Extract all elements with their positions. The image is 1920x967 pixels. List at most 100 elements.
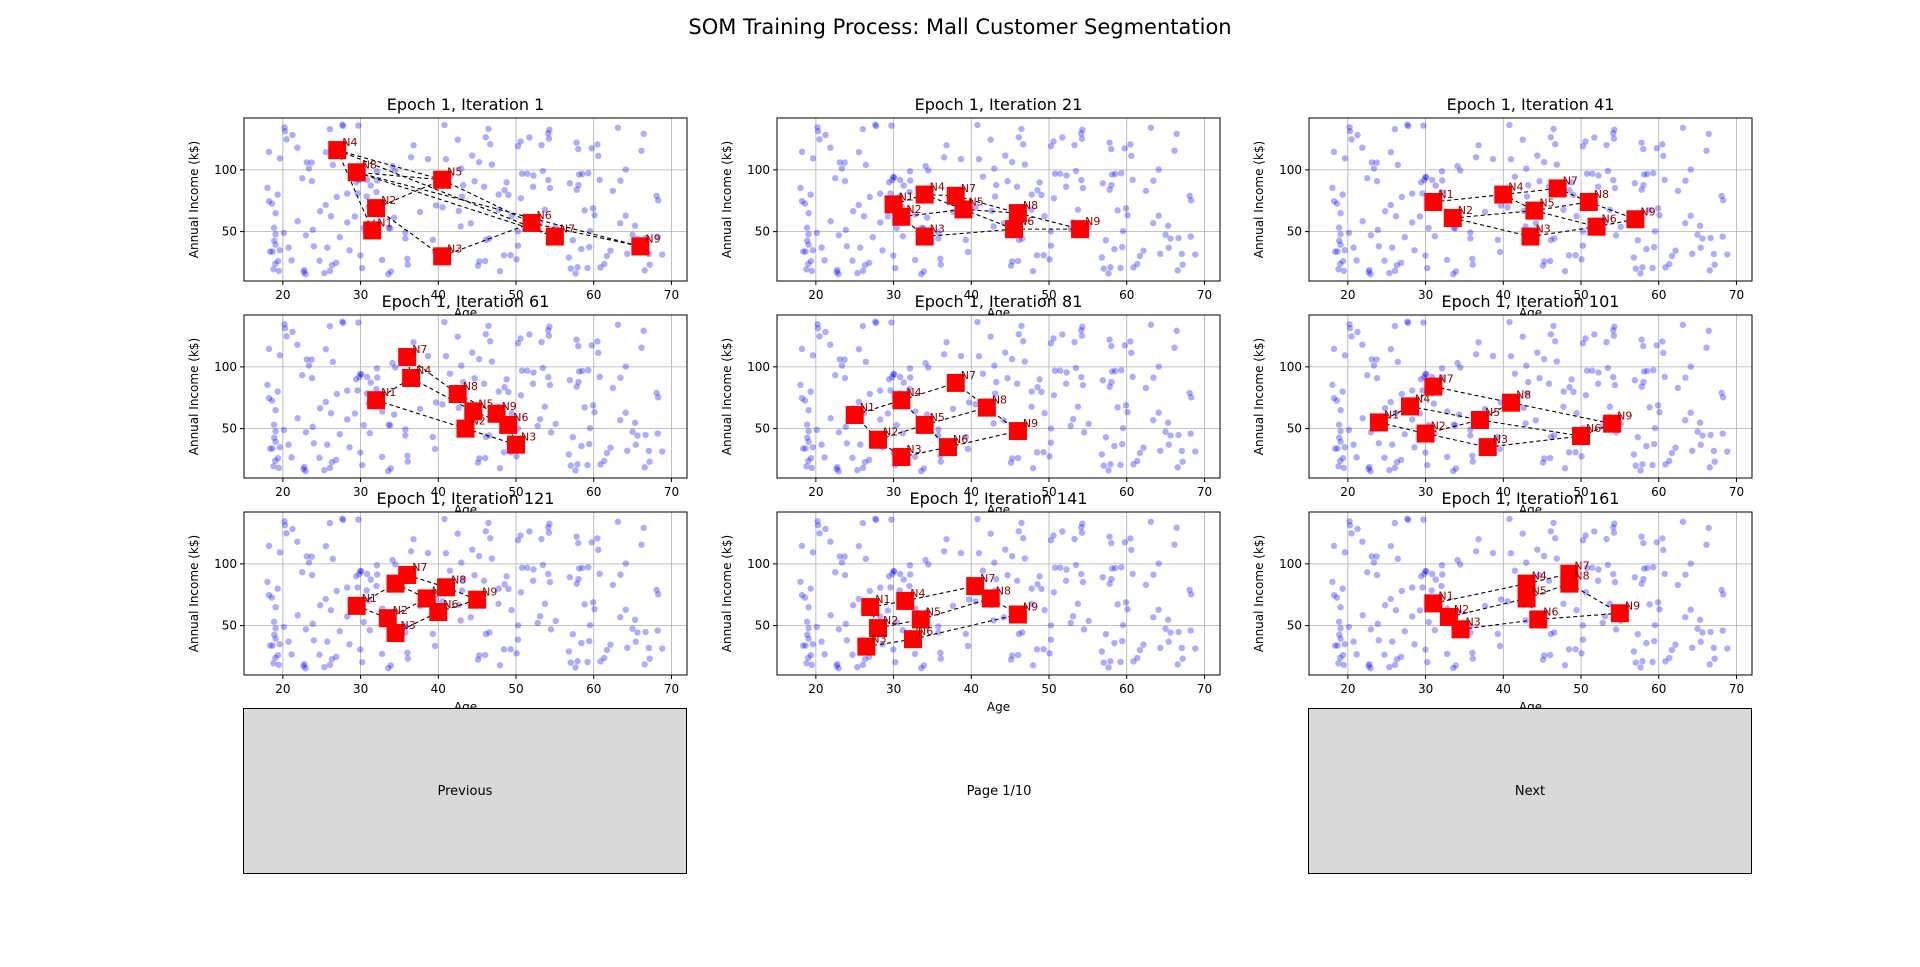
neuron-marker — [398, 565, 417, 584]
page-indicator-label: Page 1/10 — [966, 783, 1032, 799]
customer-point — [808, 267, 816, 275]
customer-point — [1018, 125, 1025, 133]
neuron-label: N4 — [416, 364, 431, 377]
customer-point — [975, 353, 983, 360]
y-tick-label: 50 — [222, 422, 237, 436]
x-tick-label: 40 — [1496, 485, 1511, 499]
customer-point — [885, 376, 893, 383]
x-tick-label: 60 — [1651, 485, 1666, 499]
customer-point — [1386, 269, 1393, 277]
customer-point — [1603, 338, 1610, 346]
customer-point — [801, 200, 809, 207]
customer-point — [1481, 208, 1489, 216]
customer-point — [1547, 134, 1554, 141]
customer-point — [1534, 152, 1541, 159]
y-axis-label: Annual Income (k$) — [187, 141, 201, 258]
customer-point — [640, 130, 647, 138]
customer-point — [798, 345, 806, 353]
neuron-label: N8 — [1594, 188, 1609, 201]
customer-point — [1015, 630, 1023, 638]
customer-point — [566, 574, 574, 581]
previous-button[interactable]: Previous — [243, 708, 687, 874]
customer-point — [513, 650, 520, 657]
customer-point — [1644, 170, 1651, 178]
customer-point — [1497, 202, 1505, 209]
customer-point — [1335, 463, 1342, 470]
customer-point — [280, 229, 288, 237]
customer-point — [385, 467, 392, 475]
customer-point — [442, 550, 450, 557]
axes-frame — [243, 117, 688, 282]
som-connection — [900, 216, 926, 237]
customer-point — [1659, 535, 1666, 542]
customer-point — [1134, 457, 1141, 465]
customer-point — [1381, 257, 1388, 264]
som-connection — [905, 585, 976, 602]
customer-point — [1417, 573, 1425, 580]
customer-point — [813, 229, 821, 237]
customer-point — [1682, 614, 1689, 621]
customer-point — [1724, 448, 1731, 455]
som-connection — [1425, 419, 1481, 435]
customer-point — [1392, 606, 1400, 614]
customer-point — [1656, 212, 1663, 219]
customer-point — [1638, 580, 1645, 587]
customer-point — [1391, 322, 1399, 330]
customer-point — [1707, 234, 1714, 242]
customer-point — [1364, 372, 1371, 379]
customer-point — [1366, 266, 1373, 274]
neuron-label: N9 — [482, 586, 497, 599]
customer-point — [276, 549, 284, 556]
next-button[interactable]: Next — [1308, 708, 1752, 874]
customer-point — [1411, 641, 1418, 648]
customer-point — [404, 458, 411, 465]
customer-point — [1174, 661, 1181, 668]
customer-point — [833, 465, 840, 473]
customer-point — [1348, 530, 1355, 537]
customer-point — [1038, 388, 1045, 396]
som-connection — [1409, 386, 1434, 407]
customer-point — [1078, 135, 1086, 142]
neuron-marker — [869, 619, 888, 638]
customer-point — [603, 449, 611, 457]
customer-point — [827, 218, 834, 225]
customer-point — [624, 644, 631, 652]
customer-point — [1404, 121, 1411, 128]
customer-point — [1638, 139, 1645, 146]
customer-point — [925, 167, 932, 174]
customer-point — [1595, 369, 1602, 376]
customer-point — [1551, 432, 1558, 439]
customer-point — [1452, 662, 1460, 669]
neuron-label: N5 — [447, 166, 462, 179]
customer-point — [329, 358, 337, 366]
customer-point — [1147, 124, 1155, 131]
customer-point — [1394, 161, 1402, 169]
customer-point — [1333, 594, 1341, 601]
customer-point — [455, 404, 463, 412]
customer-point — [264, 578, 271, 586]
customer-point — [332, 653, 340, 661]
customer-point — [1367, 232, 1375, 239]
customer-point — [646, 458, 653, 465]
customer-point — [1345, 229, 1353, 237]
neuron-label: N3 — [401, 619, 416, 632]
customer-point — [1710, 447, 1718, 455]
customer-point — [1560, 403, 1567, 410]
customer-point — [799, 445, 807, 452]
customer-point — [872, 121, 879, 128]
customer-point — [1393, 655, 1401, 663]
customer-point — [1394, 555, 1402, 563]
customer-point — [366, 430, 373, 437]
customer-point — [351, 410, 359, 417]
customer-point — [265, 542, 273, 550]
customer-point — [1029, 268, 1037, 275]
neuron-label: N3 — [871, 633, 886, 646]
customer-point — [1711, 261, 1718, 268]
customer-point — [1079, 381, 1087, 389]
customer-point — [374, 177, 381, 184]
customer-point — [1550, 519, 1557, 527]
customer-point — [1330, 197, 1338, 205]
customer-point — [1582, 138, 1589, 145]
customer-point — [1469, 655, 1476, 662]
